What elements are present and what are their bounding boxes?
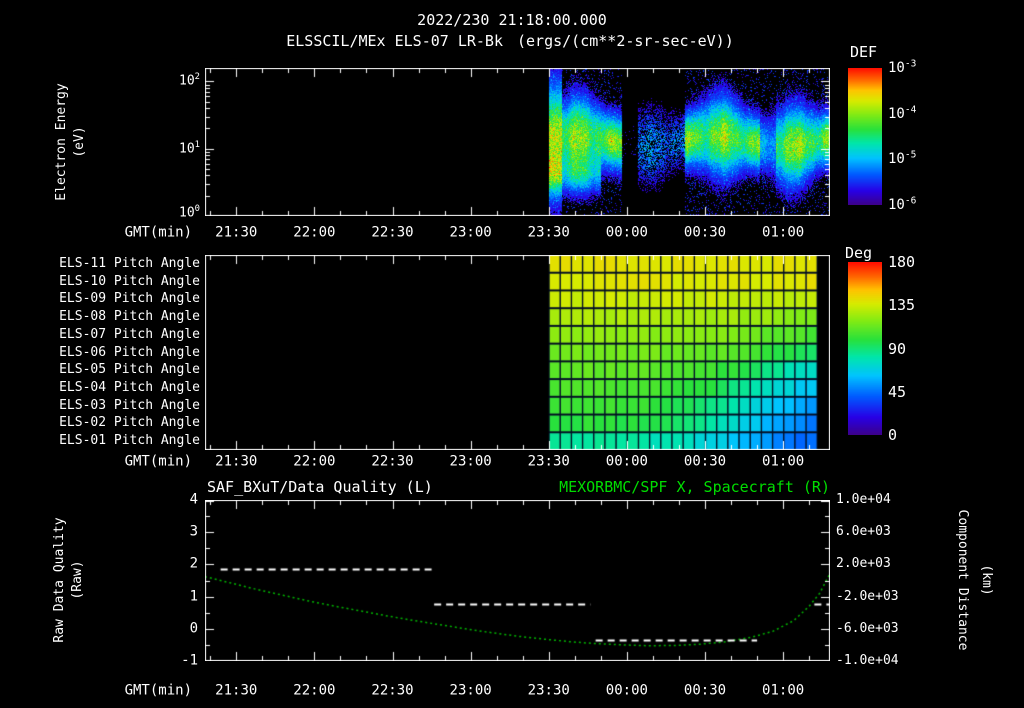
pitch-row-label: ELS-11 Pitch Angle [59,255,200,271]
deg-colorbar-tick-label: 180 [888,252,916,271]
x-tick-label: 00:00 [605,453,648,470]
energy-axis-label: Electron Energy [53,83,69,201]
x-tick-label: 23:00 [449,224,492,241]
deg-colorbar-tick-label: 90 [888,339,907,358]
x-tick-label: 22:30 [371,682,414,699]
x-tick-label: 23:30 [527,453,570,470]
deg-colorbar-tick-label: 0 [888,425,898,444]
deg-colorbar-tick-label: 45 [888,382,907,401]
x-tick-label: 21:30 [215,224,258,241]
x-tick-label: 00:30 [683,682,727,699]
gmt-label-bottom: GMT(min) [124,682,192,699]
x-tick-label: 01:00 [762,453,805,470]
x-tick-label: 00:30 [683,453,727,470]
km-tick-label: 1.0e+04 [836,491,891,507]
electron-spectrogram-canvas [205,68,830,216]
deg-colorbar-title: Deg [845,244,873,262]
x-tick-label: 01:00 [762,224,805,241]
x-tick-label: 22:00 [293,453,336,470]
pitch-row-label: ELS-06 Pitch Angle [59,344,200,360]
gmt-label-pitch: GMT(min) [124,453,192,470]
raw-tick-label: 3 [189,523,198,540]
km-tick-label: -2.0e+03 [836,588,899,604]
spacecraft-series-title: MEXORBMC/SPF X, Spacecraft (R) [559,477,830,496]
x-tick-label: 22:30 [371,224,414,241]
raw-tick-label: -1 [181,652,198,669]
raw-tick-label: 1 [189,587,198,604]
raw-quality-axis-label: Raw Data Quality [51,517,67,643]
km-tick-label: -6.0e+03 [836,620,899,636]
quality-series-title: SAF_BXuT/Data Quality (L) [207,477,433,496]
x-tick-label: 23:00 [449,453,492,470]
deg-colorbar-tick-label: 135 [888,296,916,314]
gmt-label-spectrogram: GMT(min) [124,224,192,241]
x-tick-label: 01:00 [762,682,805,699]
pitch-row-label: ELS-02 Pitch Angle [59,415,200,431]
page-title: 2022/230 21:18:00.000 [417,11,607,29]
pitch-angle-canvas [205,255,830,450]
energy-axis-units: (eV) [71,126,87,158]
energy-tick-label: 101 [179,140,200,157]
x-tick-label: 22:00 [293,224,336,241]
pitch-row-label: ELS-01 Pitch Angle [59,432,200,448]
def-colorbar-tick-label: 10-3 [888,58,917,77]
component-distance-axis-label: Component Distance [955,509,971,651]
def-colorbar [848,68,882,205]
raw-quality-axis-units: (Raw) [69,560,85,600]
energy-tick-label: 102 [179,72,200,89]
x-tick-label: 21:30 [215,453,258,470]
def-colorbar-tick-label: 10-6 [888,195,917,214]
x-tick-label: 23:30 [527,224,570,241]
x-tick-label: 00:30 [683,224,727,241]
pitch-row-label: ELS-03 Pitch Angle [59,397,200,413]
x-tick-label: 23:30 [527,682,570,699]
def-colorbar-tick-label: 10-4 [888,104,917,122]
x-tick-label: 22:30 [371,453,414,470]
pitch-row-label: ELS-04 Pitch Angle [59,379,200,395]
pitch-row-label: ELS-05 Pitch Angle [59,362,200,378]
x-tick-label: 23:00 [449,682,492,699]
component-distance-axis-units: (km) [979,564,995,596]
def-colorbar-tick-label: 10-5 [888,149,917,168]
km-tick-label: -1.0e+04 [836,652,899,668]
plot-subtitle: ELSSCIL/MEx ELS-07 LR-Bk (ergs/(cm**2-sr-… [180,33,840,50]
pitch-row-label: ELS-08 Pitch Angle [59,308,200,324]
pitch-row-label: ELS-10 Pitch Angle [59,273,200,289]
pitch-row-label: ELS-09 Pitch Angle [59,291,200,307]
km-tick-label: 6.0e+03 [836,524,891,540]
instrument-name: ELSSCIL/MEx ELS-07 LR-Bk [286,32,503,50]
quality-spacecraft-canvas [205,500,830,661]
km-tick-label: 2.0e+03 [836,556,891,572]
def-colorbar-title: DEF [850,43,878,61]
pitch-row-label: ELS-07 Pitch Angle [59,326,200,342]
raw-tick-label: 0 [189,620,198,637]
flux-units: (ergs/(cm**2-sr-sec-eV)) [517,32,734,50]
deg-colorbar [848,262,882,435]
x-tick-label: 22:00 [293,682,336,699]
x-tick-label: 21:30 [215,682,258,699]
raw-tick-label: 4 [189,491,198,508]
raw-tick-label: 2 [189,555,198,572]
x-tick-label: 00:00 [605,682,648,699]
x-tick-label: 00:00 [605,224,648,241]
energy-tick-label: 100 [179,204,200,221]
